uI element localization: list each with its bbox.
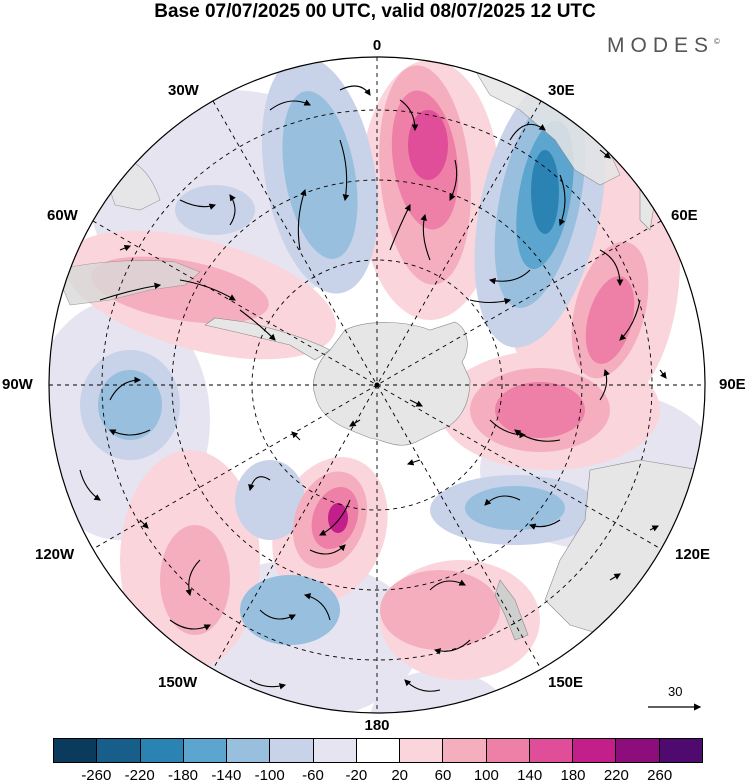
colorbar-cell bbox=[227, 739, 271, 762]
lon-label-150e: 150E bbox=[548, 674, 584, 691]
map-field bbox=[49, 57, 705, 713]
map-title: Base 07/07/2025 00 UTC, valid 08/07/2025… bbox=[154, 1, 596, 22]
copyright-mark: © bbox=[714, 37, 720, 46]
colorbar-cell bbox=[97, 739, 141, 762]
lon-label-90w: 90W bbox=[2, 376, 33, 393]
lon-label-0: 0 bbox=[372, 37, 382, 54]
colorbar-tick-label: 220 bbox=[603, 767, 629, 784]
colorbar-cell bbox=[529, 739, 574, 762]
brand-name: MODES bbox=[607, 34, 715, 57]
colorbar-tick-label: -100 bbox=[254, 767, 285, 784]
colorbar-cell bbox=[54, 739, 98, 762]
brand-logo: MODES© bbox=[607, 34, 720, 58]
map-border bbox=[48, 56, 706, 714]
reference-vector-label: 30 bbox=[668, 684, 683, 699]
new-zealand-landmass bbox=[494, 579, 529, 641]
lon-label-180: 180 bbox=[364, 717, 390, 734]
colorbar-cell bbox=[140, 739, 184, 762]
colorbar-tick-label: -60 bbox=[302, 767, 324, 784]
colorbar-cell bbox=[659, 739, 702, 762]
colorbar-tick-label: -20 bbox=[345, 767, 368, 784]
colorbar-tick-label: 20 bbox=[391, 767, 408, 784]
colorbar-cell bbox=[400, 739, 444, 762]
colorbar-cell bbox=[313, 739, 357, 762]
lon-label-30e: 30E bbox=[548, 82, 575, 99]
wind-vectors bbox=[79, 85, 667, 692]
lon-label-60w: 60W bbox=[47, 207, 78, 224]
colorbar-cell bbox=[270, 739, 314, 762]
antarctica-landmass bbox=[313, 321, 471, 446]
lon-label-30w: 30W bbox=[168, 82, 199, 99]
lon-label-120e: 120E bbox=[675, 546, 711, 563]
lon-label-120w: 120W bbox=[35, 546, 75, 563]
colorbar bbox=[53, 738, 703, 763]
lon-label-150w: 150W bbox=[158, 674, 198, 691]
colorbar-tick-label: -220 bbox=[124, 767, 155, 784]
colorbar-tick-label: 60 bbox=[434, 767, 452, 784]
colorbar-tick-label: -180 bbox=[167, 767, 199, 784]
colorbar-tick-label: 100 bbox=[473, 767, 499, 784]
colorbar-cell bbox=[616, 739, 660, 762]
colorbar-cell bbox=[486, 739, 530, 762]
south-america-landmass bbox=[54, 260, 201, 306]
colorbar-tick-label: 260 bbox=[647, 767, 673, 784]
lon-label-60e: 60E bbox=[671, 207, 698, 224]
colorbar-cell bbox=[356, 739, 401, 762]
lon-label-90e: 90E bbox=[719, 376, 746, 393]
colorbar-cell bbox=[573, 739, 617, 762]
antarctic-peninsula bbox=[204, 317, 331, 361]
colorbar-tick-label: 140 bbox=[517, 767, 543, 784]
colorbar-cell bbox=[183, 739, 228, 762]
colorbar-cell bbox=[443, 739, 487, 762]
colorbar-tick-label: 180 bbox=[560, 767, 586, 784]
colorbar-tick-label: -140 bbox=[211, 767, 242, 784]
south-pole-marker bbox=[374, 382, 380, 388]
colorbar-tick-label: -260 bbox=[81, 767, 112, 784]
